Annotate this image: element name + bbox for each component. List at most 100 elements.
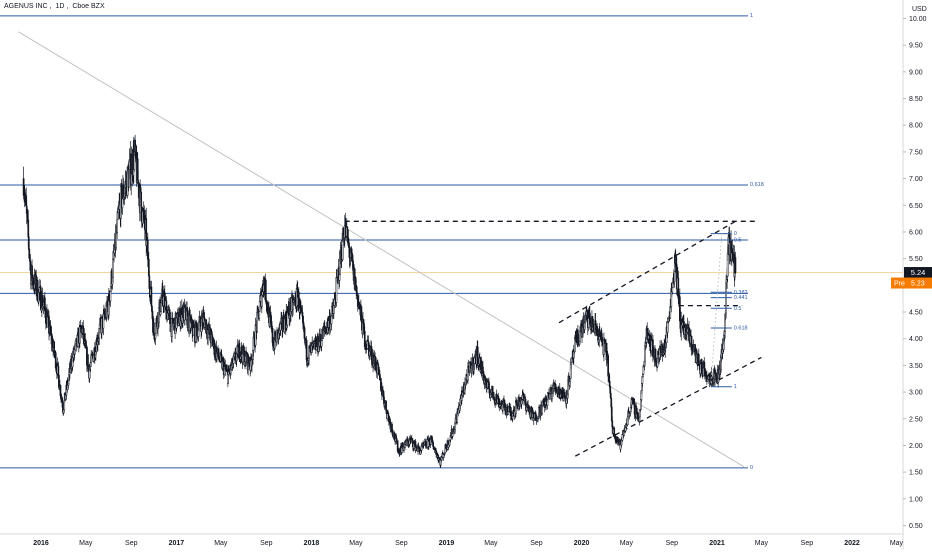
x-tick-label: Sep — [666, 540, 679, 547]
x-tick-label: Sep — [395, 540, 408, 547]
candle-body — [140, 191, 143, 208]
candle-body — [355, 286, 358, 294]
y-tick-label: 6.00 — [909, 229, 923, 236]
pre-market-badge — [891, 277, 932, 289]
candle-body — [396, 440, 399, 452]
candle-body — [579, 331, 581, 342]
x-tick-label: May — [214, 540, 228, 547]
candle-body — [112, 258, 114, 278]
last-price-badge — [904, 267, 932, 279]
candle-body — [363, 331, 366, 348]
candle-body — [554, 384, 557, 391]
y-tick-label: 4.50 — [909, 310, 923, 317]
symbol-name: AGENUS INC — [4, 3, 48, 10]
y-tick-label: 7.50 — [909, 149, 923, 156]
x-tick-label: 2019 — [439, 540, 455, 547]
pre-market-value: 5.23 — [911, 281, 925, 288]
x-tick-label: May — [620, 540, 634, 547]
x-tick-label: May — [890, 540, 904, 547]
last-price-value: 5.24 — [911, 268, 926, 277]
x-tick-label: 2022 — [844, 540, 860, 547]
fib-retracement-label: 0.441 — [734, 295, 748, 301]
x-tick-label: May — [349, 540, 363, 547]
candle-body — [150, 286, 153, 307]
candle-body — [476, 346, 479, 366]
y-tick-label: 9.00 — [909, 69, 923, 76]
candle-body — [305, 339, 308, 360]
x-tick-label: May — [484, 540, 498, 547]
candles — [22, 134, 737, 469]
candle-body — [367, 341, 370, 346]
interval-label: 1D — [55, 3, 65, 10]
y-tick-label: 9.50 — [909, 43, 923, 50]
dashed-channel-line — [574, 356, 762, 457]
candle-body — [451, 433, 454, 437]
candle-body — [258, 311, 261, 319]
fib-retracement-label: 0.618 — [734, 326, 748, 332]
candle-body — [356, 292, 359, 297]
candle-body — [227, 374, 229, 384]
x-tick-label: 2018 — [304, 540, 320, 547]
candle-body — [734, 257, 737, 274]
candle-body — [177, 322, 180, 326]
x-tick-label: Sep — [801, 540, 814, 547]
candle-body — [666, 322, 669, 333]
candle-body — [323, 326, 326, 330]
chart-title: AGENUS INC, 1D, Cboe BZX — [4, 3, 105, 10]
candle-body — [516, 402, 518, 406]
x-tick-label: Sep — [260, 540, 273, 547]
fib-level-label: 0.618 — [750, 182, 764, 188]
y-tick-label: 4.00 — [909, 336, 923, 343]
candle-body — [385, 400, 387, 411]
candle-body — [121, 198, 124, 209]
candle-body — [139, 187, 142, 193]
x-tick-label: 2020 — [574, 540, 590, 547]
x-tick-label: 2017 — [169, 540, 185, 547]
fib-retracement-label: 1 — [734, 384, 737, 390]
y-tick-label: 7.00 — [909, 176, 923, 183]
candle-body — [391, 429, 394, 435]
candle-body — [57, 365, 60, 376]
dashed-channel-line — [558, 220, 736, 324]
candle-body — [614, 434, 617, 440]
trend-line — [18, 31, 745, 468]
x-tick-label: 2016 — [33, 540, 49, 547]
candle-body — [116, 219, 118, 233]
candle-body — [503, 400, 506, 404]
candle-body — [704, 371, 707, 378]
candle-body — [27, 236, 30, 250]
candle-body — [169, 312, 171, 324]
currency-label: USD — [912, 6, 927, 13]
candle-body — [320, 340, 323, 347]
y-tick-label: 0.50 — [909, 523, 923, 530]
candle-body — [160, 302, 162, 312]
y-tick-label: 6.50 — [909, 203, 923, 210]
fib-retracement-label: 0.5 — [734, 306, 742, 312]
candle-body — [338, 274, 341, 281]
y-tick-label: 3.00 — [909, 390, 923, 397]
y-tick-label: 8.00 — [909, 123, 923, 130]
x-tick-label: Sep — [530, 540, 543, 547]
fib-level-label: 1 — [750, 13, 753, 19]
candle-body — [401, 447, 403, 453]
fib-trend-connector — [710, 233, 723, 387]
fib-retracement-label: 0.5 — [734, 237, 742, 243]
exchange-label: Cboe BZX — [72, 3, 105, 10]
fib-retracement-label: 0 — [734, 231, 737, 237]
candle-body — [109, 291, 112, 302]
x-tick-label: Sep — [125, 540, 138, 547]
x-tick-label: May — [755, 540, 769, 547]
y-tick-label: 10.00 — [909, 16, 927, 23]
x-tick-label: May — [79, 540, 93, 547]
candle-body — [153, 322, 155, 335]
y-tick-label: 3.50 — [909, 363, 923, 370]
candle-body — [482, 366, 484, 375]
y-tick-label: 1.00 — [909, 496, 923, 503]
y-tick-label: 8.50 — [909, 96, 923, 103]
price-axis: 0.501.001.502.002.503.003.504.004.505.00… — [903, 16, 927, 530]
x-tick-label: 2021 — [709, 540, 725, 547]
fib-retracement-label: 0.382 — [734, 290, 748, 296]
y-tick-label: 1.50 — [909, 470, 923, 477]
